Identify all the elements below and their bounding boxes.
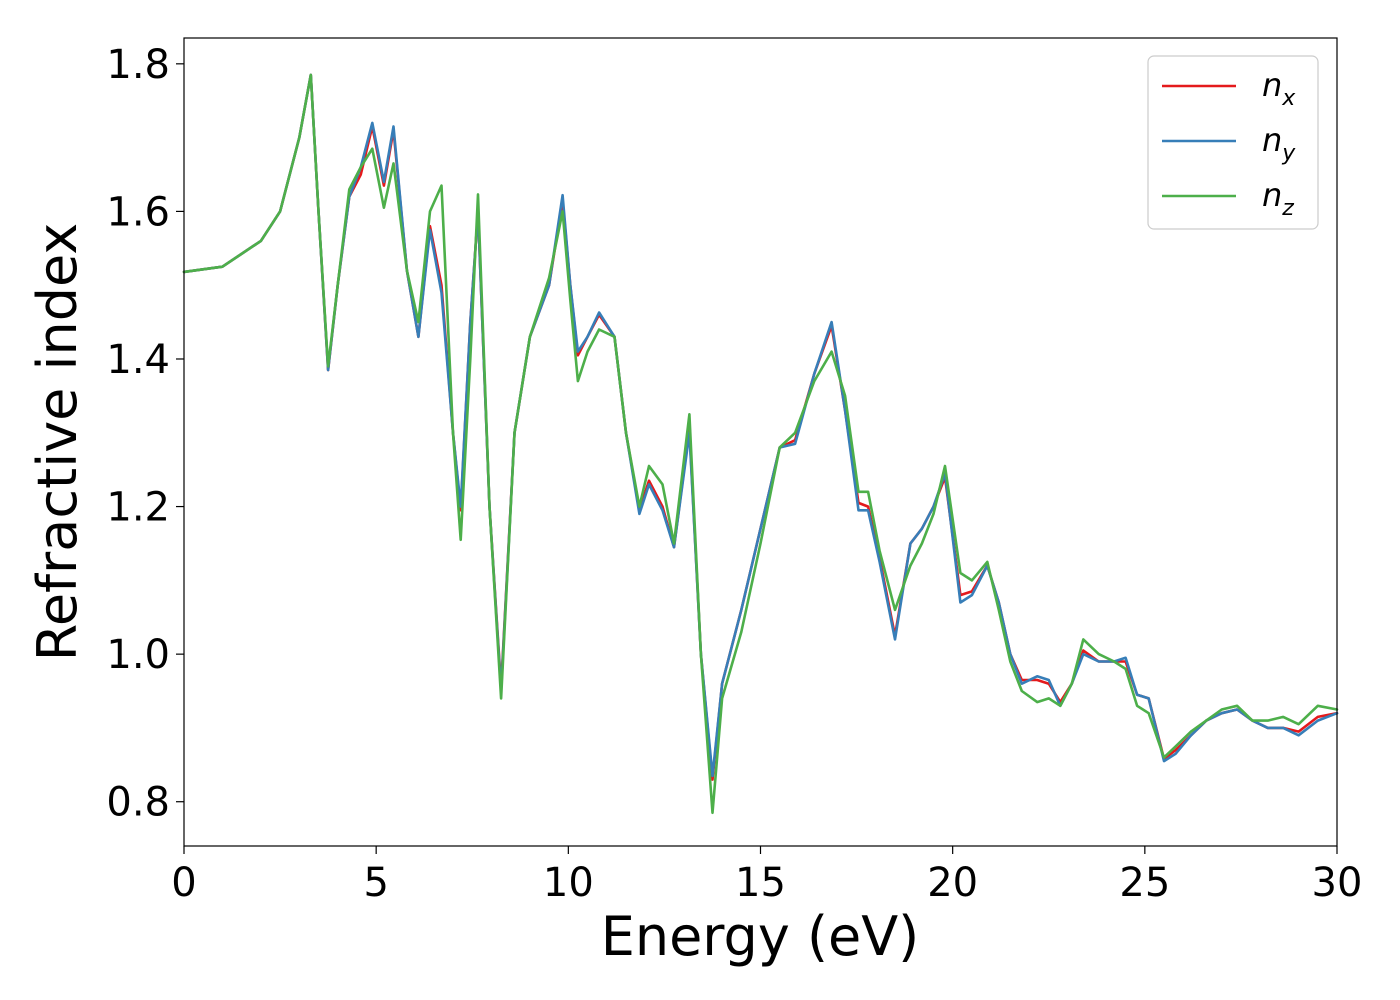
legend-label-subscript: y (1281, 141, 1296, 166)
legend-label-subscript: z (1281, 196, 1294, 221)
x-tick-label: 20 (927, 860, 978, 906)
y-axis-label: Refractive index (26, 223, 89, 662)
y-tick-label: 1.2 (106, 485, 170, 531)
x-tick-label: 10 (543, 860, 594, 906)
legend-label-n-z: nz (1262, 176, 1294, 221)
y-tick-label: 1.8 (106, 42, 170, 88)
legend-label-main: n (1262, 176, 1282, 214)
y-axis: 0.8 1.0 1.2 1.4 1.6 1.8 (106, 42, 184, 826)
legend-label-main: n (1262, 66, 1282, 104)
legend-label-main: n (1262, 121, 1282, 159)
x-tick-label: 30 (1312, 860, 1363, 906)
y-tick-label: 1.4 (106, 337, 170, 383)
x-tick-label: 15 (735, 860, 786, 906)
legend-label-n-x: nx (1262, 66, 1296, 111)
legend-label-subscript: x (1281, 86, 1296, 111)
x-axis: 0 5 10 15 20 25 30 (171, 846, 1362, 906)
legend-box (1147, 55, 1319, 230)
x-tick-label: 0 (171, 860, 196, 906)
x-tick-label: 5 (363, 860, 388, 906)
series-layer (182, 73, 1339, 815)
x-axis-label: Energy (eV) (601, 905, 920, 968)
y-tick-label: 1.6 (106, 189, 170, 235)
series-line-n-z (182, 73, 1339, 815)
legend-label-n-y: ny (1262, 121, 1296, 166)
y-tick-label: 0.8 (106, 780, 170, 826)
x-tick-label: 25 (1119, 860, 1170, 906)
y-tick-label: 1.0 (106, 632, 170, 678)
